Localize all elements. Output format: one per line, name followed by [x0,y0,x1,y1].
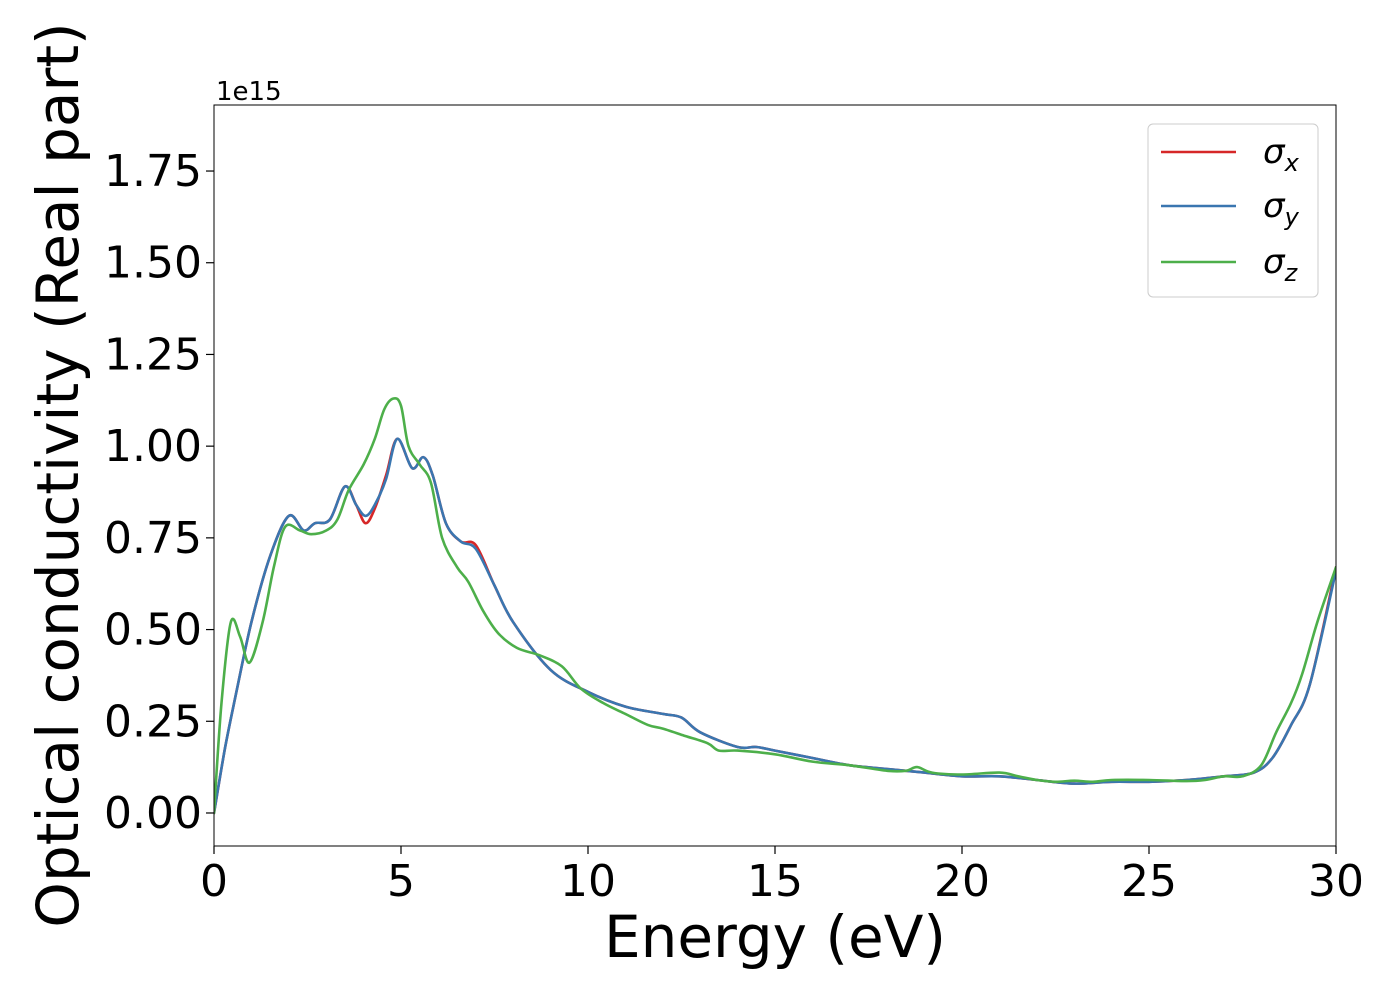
x-tick-label: 5 [387,856,415,907]
y-offset-label: 1e15 [216,77,282,107]
x-tick-label: 0 [200,856,228,907]
y-tick-label: 0.00 [104,788,202,839]
legend-box [1147,123,1319,298]
y-tick-label: 1.75 [104,146,202,197]
x-tick-label: 15 [747,856,803,907]
y-tick-label: 0.50 [104,605,202,656]
series-line-z [214,396,1336,815]
legend-label-y: σy [1263,186,1300,231]
y-tick-label: 1.00 [104,421,202,472]
y-tick-label: 1.25 [104,329,202,380]
y-axis: 0.00 0.25 0.50 0.75 1.00 1.25 1.50 1.75 [104,146,214,839]
series-line-y [214,437,1336,815]
x-tick-label: 30 [1308,856,1364,907]
x-tick-label: 10 [560,856,616,907]
y-axis-label: Optical conductivity (Real part) [24,22,92,927]
x-axis: 0 5 10 15 20 25 30 [200,846,1364,907]
y-tick-label: 0.25 [104,696,202,747]
x-axis-label: Energy (eV) [604,903,946,971]
y-tick-label: 1.50 [104,238,202,289]
series-layer [214,396,1336,815]
x-tick-label: 25 [1121,856,1177,907]
x-tick-label: 20 [934,856,990,907]
y-tick-label: 0.75 [104,513,202,564]
